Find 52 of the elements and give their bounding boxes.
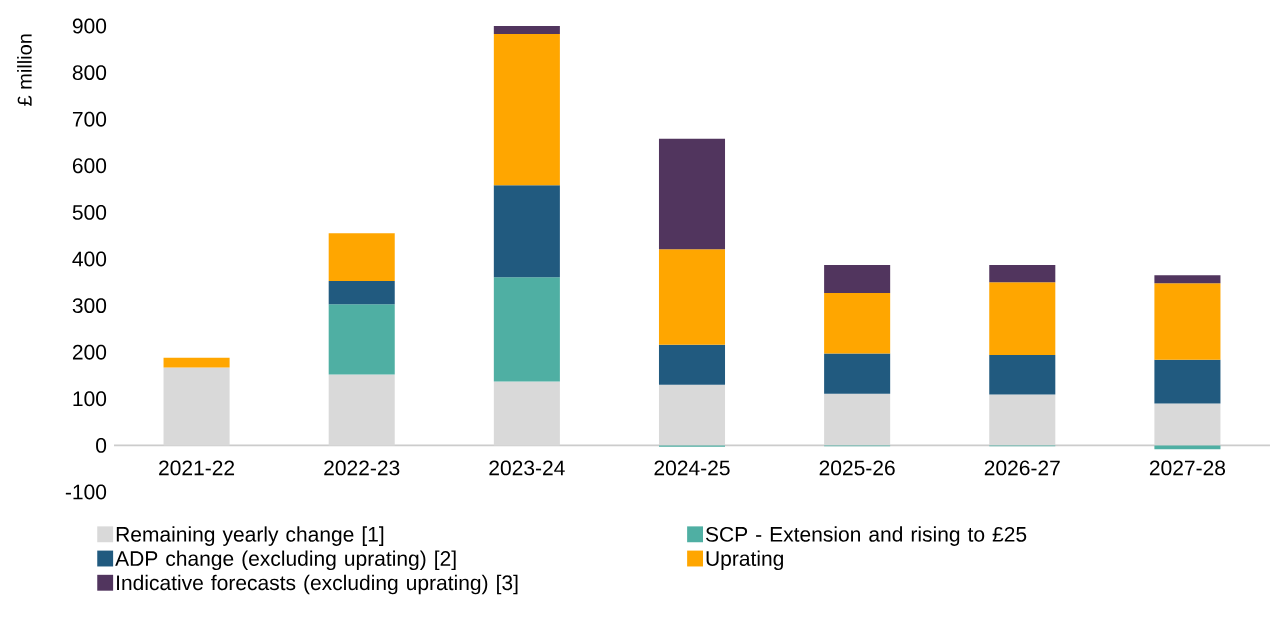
bar — [1154, 445, 1221, 450]
y-tick-label: 200 — [72, 344, 107, 360]
y-axis-title: £ million — [17, 34, 32, 106]
x-tick-label: 2024-25 — [654, 460, 730, 476]
x-tick-label: 2023-24 — [489, 460, 565, 476]
y-tick-label: 700 — [72, 111, 107, 127]
legend-label: ADP change (excluding uprating) [2] — [115, 550, 456, 571]
bar — [989, 265, 1056, 283]
legend-label: Indicative forecasts (excluding uprating) [3] — [117, 574, 518, 595]
bar — [824, 353, 891, 394]
bar — [328, 280, 395, 305]
legend-label: Uprating — [706, 550, 783, 571]
y-tick-label: 800 — [72, 65, 107, 81]
bar — [328, 374, 395, 446]
bar — [1154, 283, 1221, 360]
bar — [493, 33, 560, 186]
x-tick-label: 2027-28 — [1149, 460, 1226, 476]
y-tick-label: 900 — [72, 18, 107, 34]
x-tick-label: 2025-26 — [819, 460, 895, 476]
legend-label: SCP - Extension and rising to £25 — [705, 526, 1027, 546]
y-tick-label: 400 — [72, 251, 107, 267]
bar — [824, 265, 891, 294]
bar — [493, 26, 560, 34]
bar — [824, 393, 891, 446]
bar — [989, 282, 1056, 355]
bar — [658, 138, 726, 250]
y-tick-label: 0 — [96, 437, 107, 453]
bar — [163, 357, 230, 368]
bar — [493, 185, 560, 278]
y-tick-label: 600 — [72, 158, 107, 174]
bar — [328, 304, 395, 375]
bar — [658, 384, 726, 446]
bar — [1154, 275, 1221, 284]
bar — [493, 381, 560, 446]
y-tick-label: 100 — [73, 391, 107, 407]
x-tick-label: 2022-23 — [324, 460, 400, 476]
x-tick-label: 2021-22 — [159, 460, 235, 476]
bar — [824, 293, 891, 354]
bar — [989, 394, 1056, 446]
y-tick-label: -100 — [65, 484, 107, 500]
bar — [328, 233, 395, 281]
bar — [989, 354, 1056, 395]
y-tick-label: 500 — [72, 204, 107, 220]
y-tick-label: 300 — [72, 298, 107, 314]
bar — [1154, 359, 1221, 404]
bar — [658, 344, 726, 385]
bar — [163, 367, 230, 446]
bar — [493, 277, 560, 382]
legend-label: Remaining yearly change [1] — [116, 526, 384, 546]
bar — [658, 249, 726, 345]
x-tick-label: 2026-27 — [984, 460, 1060, 476]
bar — [1154, 403, 1221, 446]
